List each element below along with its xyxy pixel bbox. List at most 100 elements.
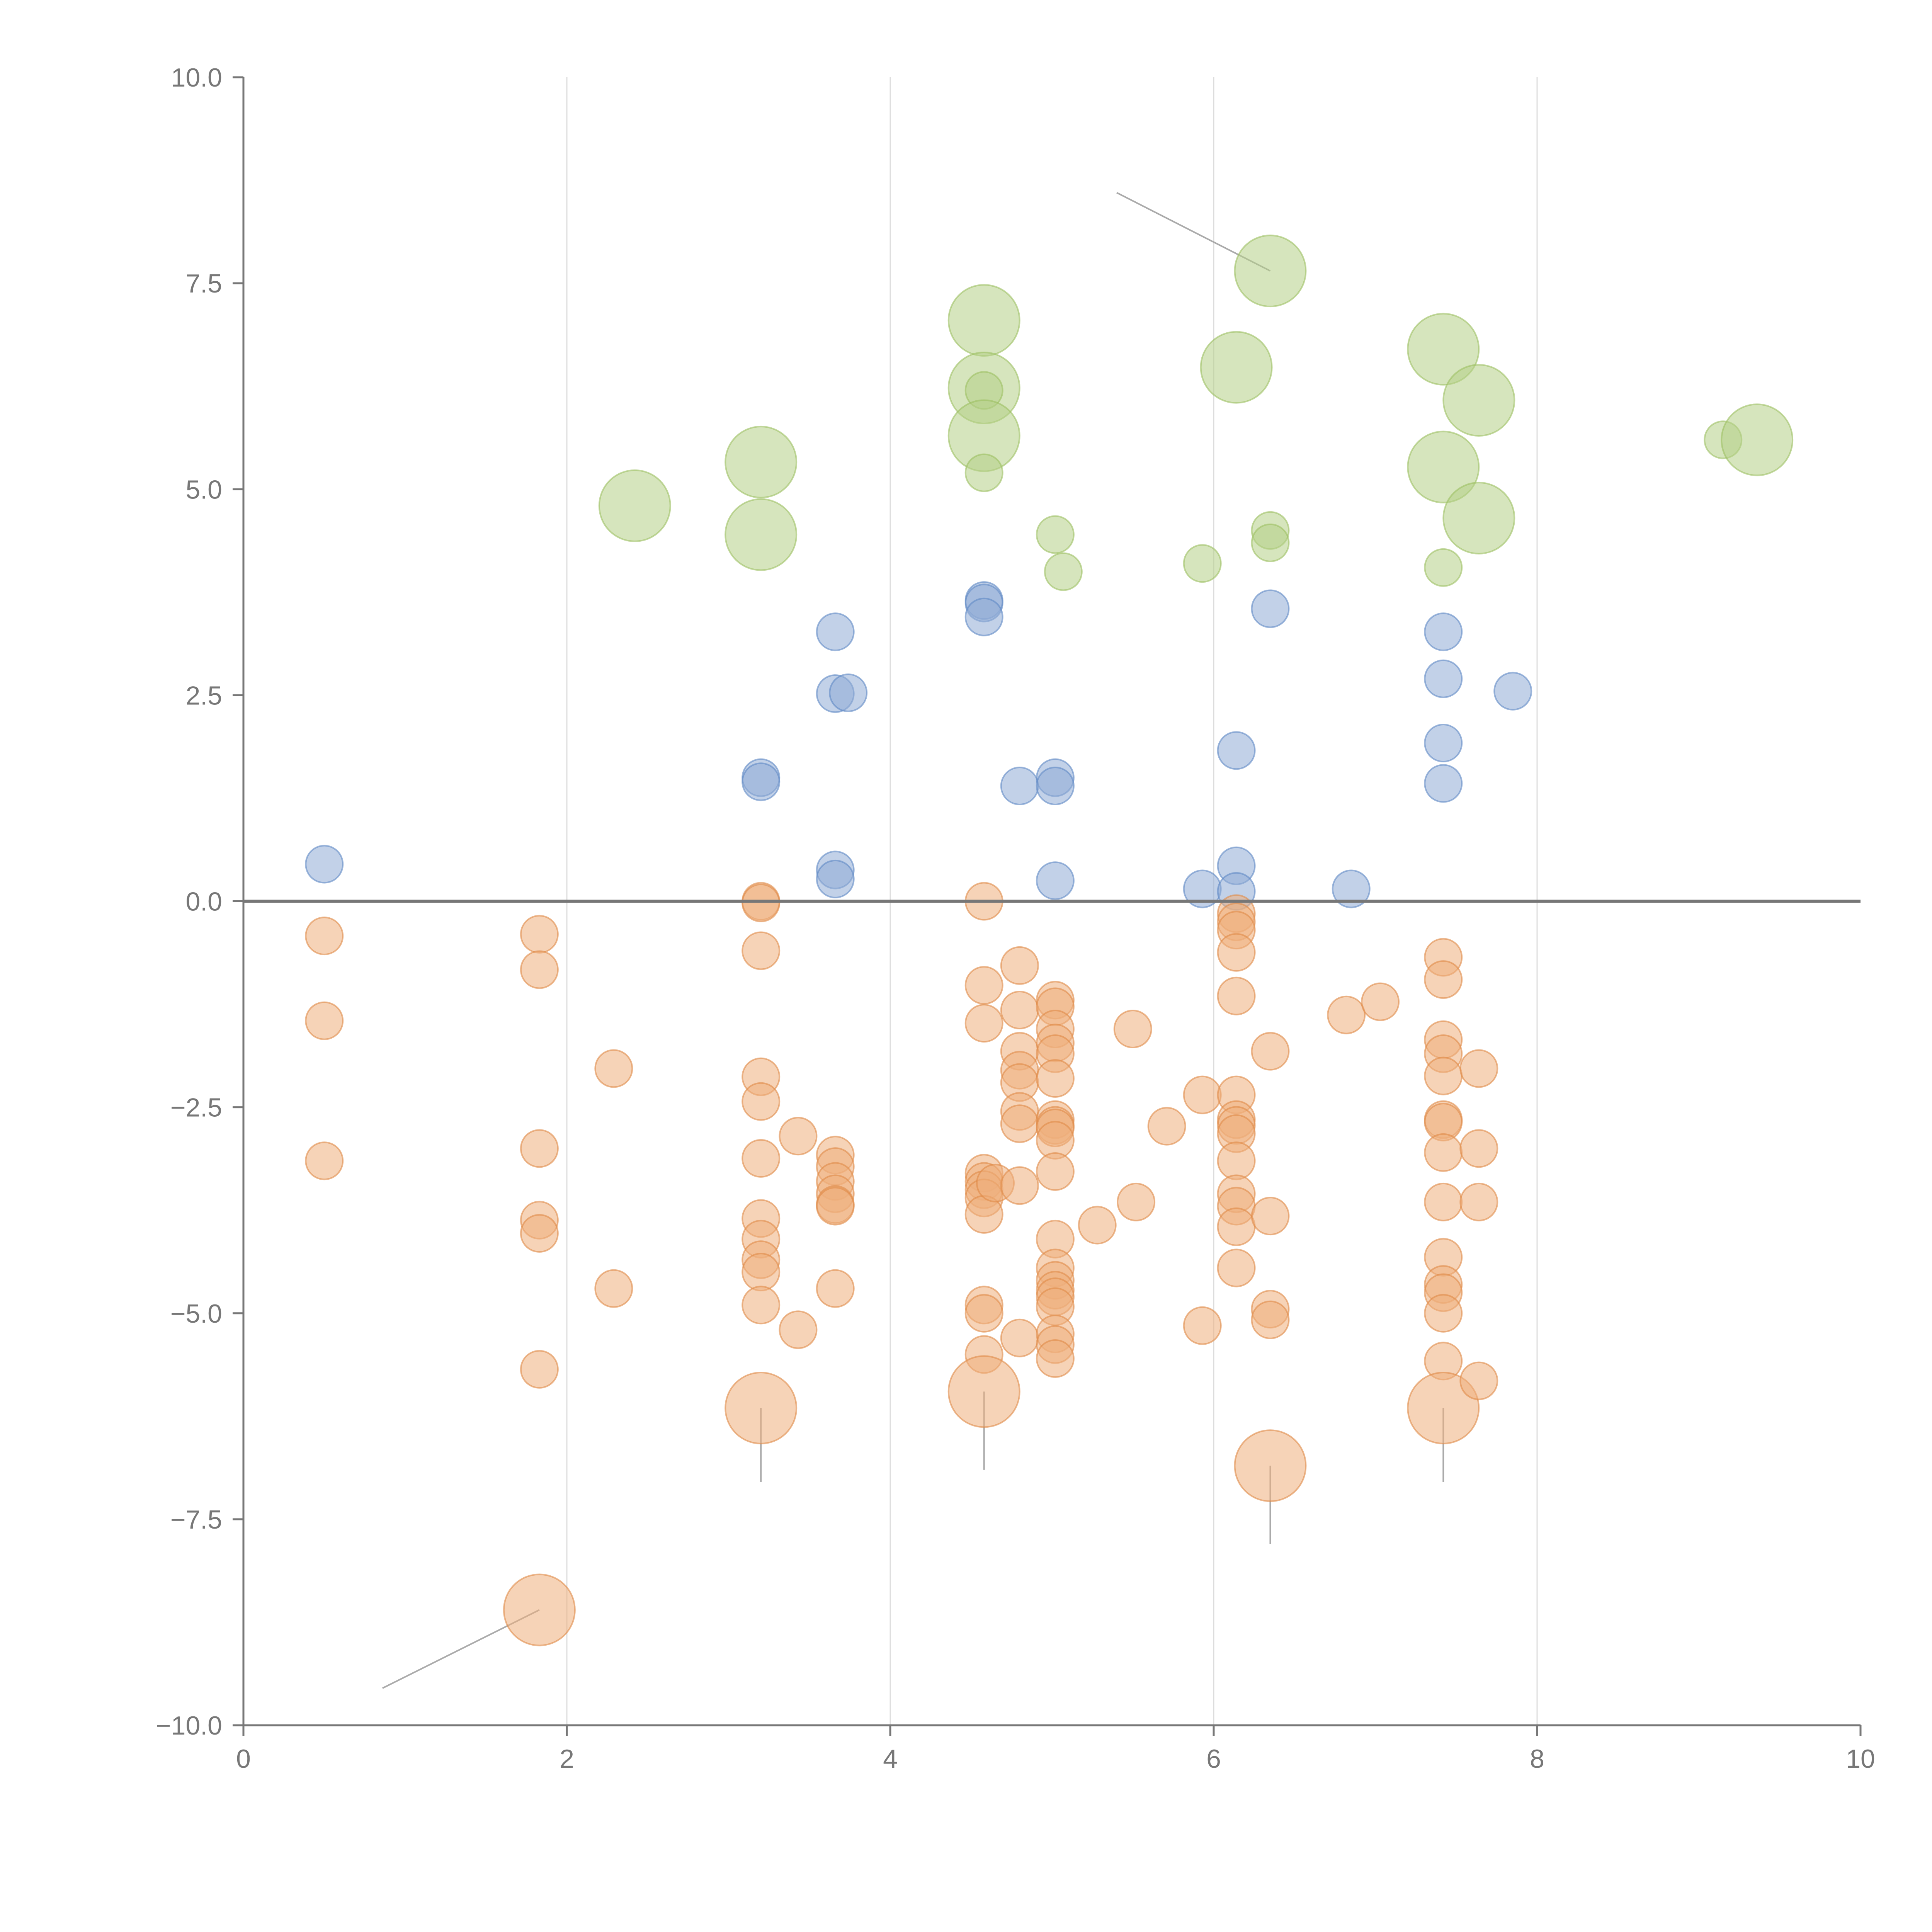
green-data-point [1200, 331, 1273, 404]
orange-data-point [1000, 946, 1039, 985]
y-tick-label: 7.5 [185, 269, 222, 298]
orange-data-point [1234, 1429, 1307, 1502]
orange-data-point [1078, 1206, 1117, 1245]
orange-data-point [1361, 982, 1400, 1021]
x-tick-label: 6 [1206, 1744, 1221, 1774]
x-tick-label: 2 [560, 1744, 574, 1774]
green-data-point [1036, 515, 1075, 554]
orange-data-point [503, 1573, 576, 1646]
orange-data-point [1217, 976, 1256, 1015]
blue-data-point [1036, 861, 1075, 900]
blue-data-point [1036, 766, 1075, 805]
orange-data-point [1183, 1075, 1222, 1114]
blue-data-point [1424, 724, 1463, 763]
orange-data-point [816, 1269, 855, 1308]
orange-data-point [742, 1082, 781, 1121]
orange-data-point [1459, 1129, 1498, 1168]
orange-data-point [1424, 1133, 1463, 1172]
orange-data-point [1424, 1182, 1463, 1221]
orange-data-point [1424, 960, 1463, 999]
x-tick-label: 0 [236, 1744, 251, 1774]
y-tick-label: −2.5 [170, 1093, 222, 1122]
blue-data-point [1332, 869, 1371, 908]
orange-data-point [1459, 1361, 1498, 1400]
orange-data-point [1117, 1182, 1156, 1221]
blue-data-point [305, 845, 344, 884]
y-tick-label: −7.5 [170, 1505, 222, 1534]
orange-data-point [1000, 1318, 1039, 1357]
green-data-point [964, 453, 1003, 492]
orange-data-point [742, 931, 781, 970]
orange-data-point [1036, 1339, 1075, 1378]
orange-data-point [947, 1355, 1020, 1428]
orange-data-point [305, 1141, 344, 1180]
orange-data-point [742, 1286, 781, 1325]
orange-data-point [520, 1350, 559, 1389]
x-tick-label: 4 [883, 1744, 898, 1774]
orange-data-point [1147, 1107, 1186, 1146]
green-data-point [1044, 552, 1083, 591]
green-data-point [1407, 313, 1480, 386]
green-data-point [1442, 481, 1515, 554]
orange-data-point [305, 1001, 344, 1040]
green-data-point [598, 469, 671, 542]
green-data-point [724, 425, 798, 498]
blue-data-point [742, 762, 781, 801]
blue-data-point [1251, 589, 1290, 628]
orange-data-point [1036, 1059, 1075, 1098]
orange-data-point [964, 1294, 1003, 1333]
green-data-point [1424, 548, 1463, 587]
orange-data-point [1036, 1152, 1075, 1191]
blue-data-point [1424, 659, 1463, 698]
green-data-point [1234, 235, 1307, 308]
orange-data-point [1183, 1306, 1222, 1345]
green-data-point [1183, 544, 1222, 583]
orange-data-point [1459, 1049, 1498, 1088]
blue-data-point [1217, 731, 1256, 770]
orange-data-point [1000, 990, 1039, 1029]
y-tick-label: −10.0 [156, 1711, 222, 1740]
orange-data-point [520, 1129, 559, 1168]
orange-data-point [1251, 1197, 1290, 1236]
green-data-point [1251, 523, 1290, 562]
orange-data-point [779, 1310, 818, 1349]
orange-data-point [594, 1049, 633, 1088]
y-tick-label: 10.0 [171, 63, 222, 92]
orange-data-point [964, 1004, 1003, 1043]
orange-data-point [742, 1253, 781, 1292]
orange-data-point [1459, 1182, 1498, 1221]
orange-data-point [1327, 995, 1366, 1034]
green-data-point [1442, 364, 1515, 437]
orange-data-point [520, 915, 559, 954]
y-tick-label: 0.0 [185, 887, 222, 917]
y-tick-label: 2.5 [185, 681, 222, 710]
blue-data-point [816, 859, 855, 898]
orange-data-point [1424, 1056, 1463, 1095]
x-tick-label: 8 [1530, 1744, 1544, 1774]
x-tick-label: 10 [1846, 1744, 1875, 1774]
orange-data-point [1000, 1166, 1039, 1205]
y-tick-label: −5.0 [170, 1299, 222, 1328]
orange-data-point [816, 1187, 855, 1226]
orange-data-point [1407, 1371, 1480, 1444]
orange-data-point [1217, 1207, 1256, 1246]
orange-data-point [520, 1214, 559, 1253]
orange-data-point [1424, 1294, 1463, 1333]
orange-data-point [1251, 1032, 1290, 1071]
orange-data-point [724, 1371, 798, 1444]
green-data-point [1721, 403, 1794, 476]
orange-data-point [1113, 1010, 1152, 1049]
green-data-point [947, 284, 1020, 357]
orange-data-point [1217, 1248, 1256, 1287]
data-point-layer [305, 235, 1794, 1646]
orange-data-point [779, 1117, 818, 1156]
blue-data-point [964, 597, 1003, 636]
orange-data-point [964, 966, 1003, 1005]
blue-data-point [1424, 764, 1463, 803]
blue-data-point [1424, 612, 1463, 651]
orange-data-point [1217, 933, 1256, 972]
orange-data-point [742, 883, 781, 922]
green-data-point [724, 498, 798, 571]
